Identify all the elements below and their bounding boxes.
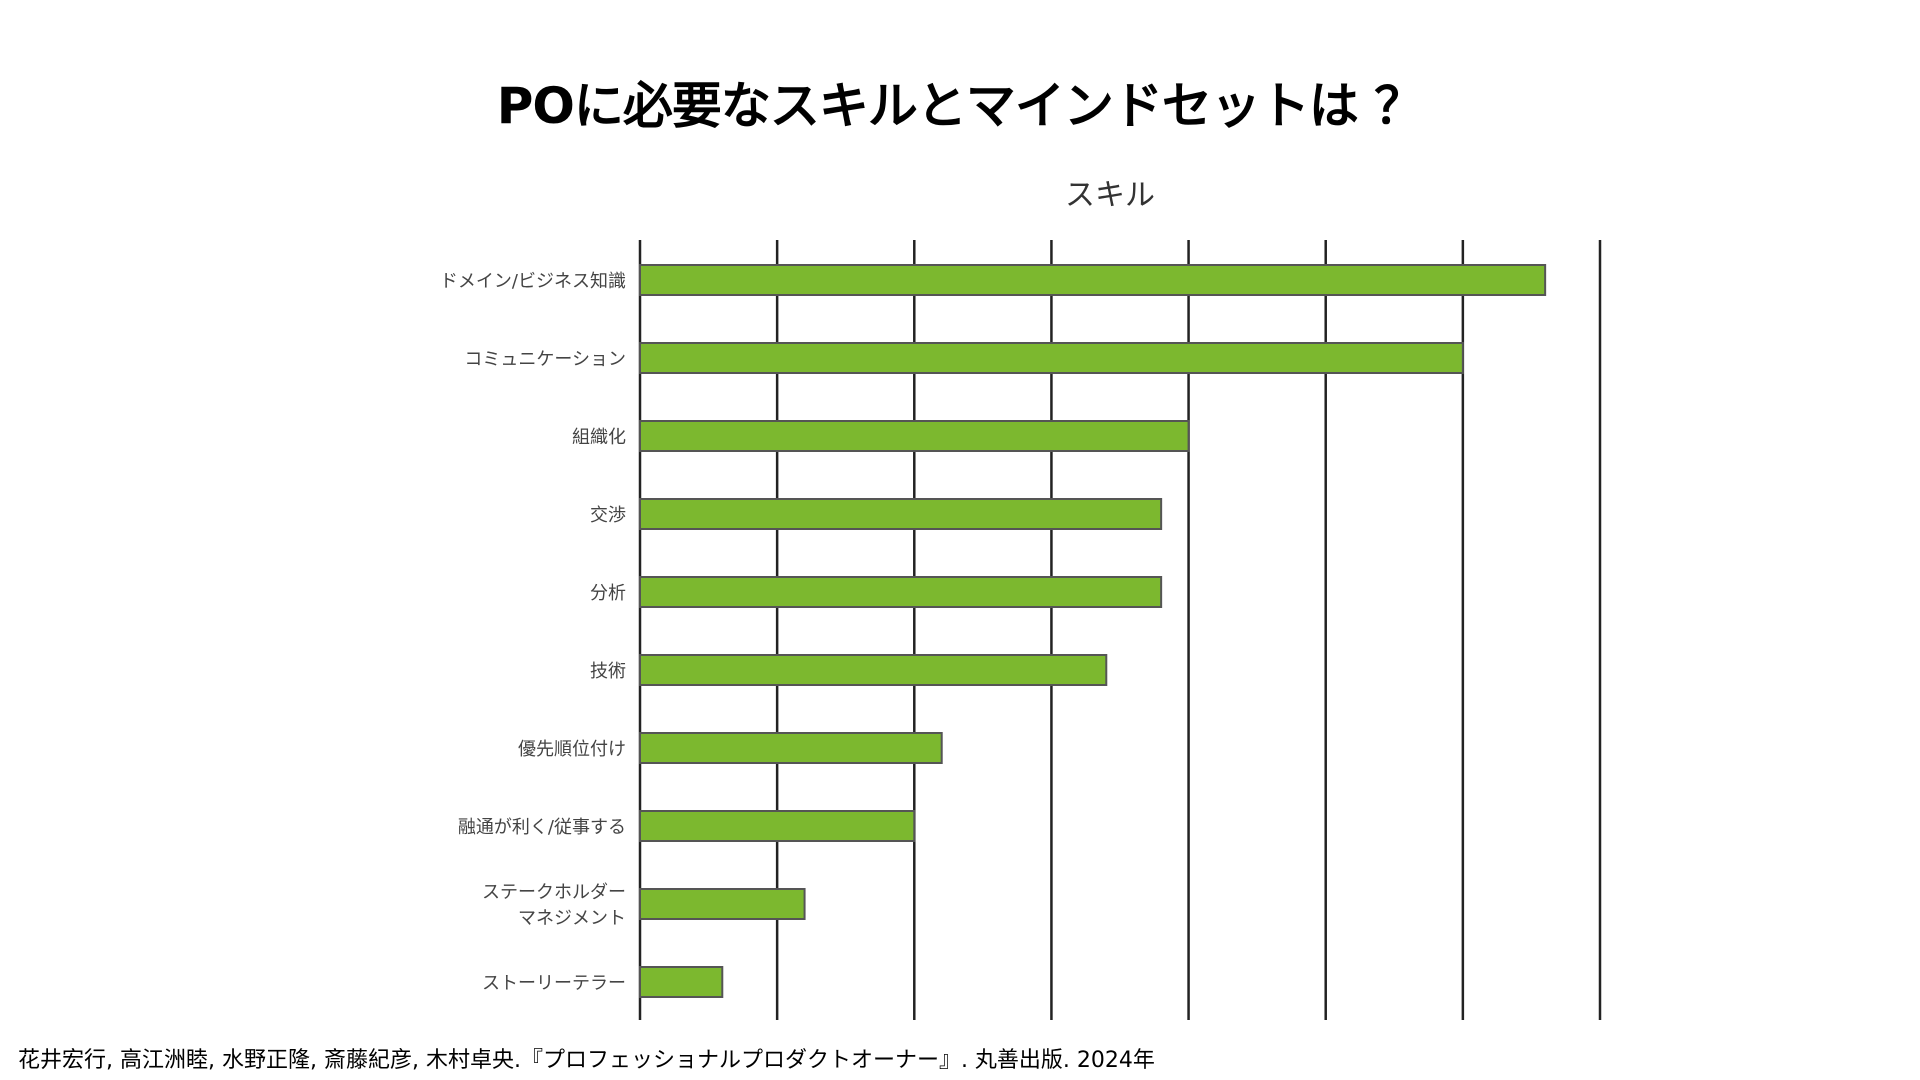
category-label: 優先順位付け [518, 739, 626, 760]
bar [639, 732, 943, 764]
category-label: 分析 [590, 583, 626, 604]
category-label: 交渉 [590, 505, 626, 526]
category-label: ドメイン/ビジネス知識 [440, 271, 626, 292]
category-label: コミュニケーション [464, 349, 626, 370]
bars [639, 264, 1547, 998]
bar [639, 888, 806, 920]
bar [639, 264, 1547, 296]
category-label: ストーリーテラー [482, 973, 626, 994]
source-citation: 花井宏行, 高江洲睦, 水野正隆, 斎藤紀彦, 木村卓央.『プロフェッショナルプ… [18, 1048, 1155, 1073]
category-label: 融通が利く/従事する [458, 817, 626, 838]
category-labels: ドメイン/ビジネス知識コミュニケーション組織化交渉分析技術優先順位付け融通が利く… [440, 271, 626, 994]
category-label: ステークホルダーマネジメント [482, 882, 626, 929]
page-title: POに必要なスキルとマインドセットは ？ [496, 77, 1425, 135]
bar [639, 420, 1190, 452]
category-label: 技術 [590, 661, 626, 682]
category-label: 組織化 [572, 427, 626, 448]
bar [639, 654, 1108, 686]
bar [639, 576, 1163, 608]
bar [639, 810, 916, 842]
bar [639, 342, 1464, 374]
bar [639, 498, 1163, 530]
bar [639, 966, 724, 998]
chart-title: スキル [1065, 178, 1155, 213]
